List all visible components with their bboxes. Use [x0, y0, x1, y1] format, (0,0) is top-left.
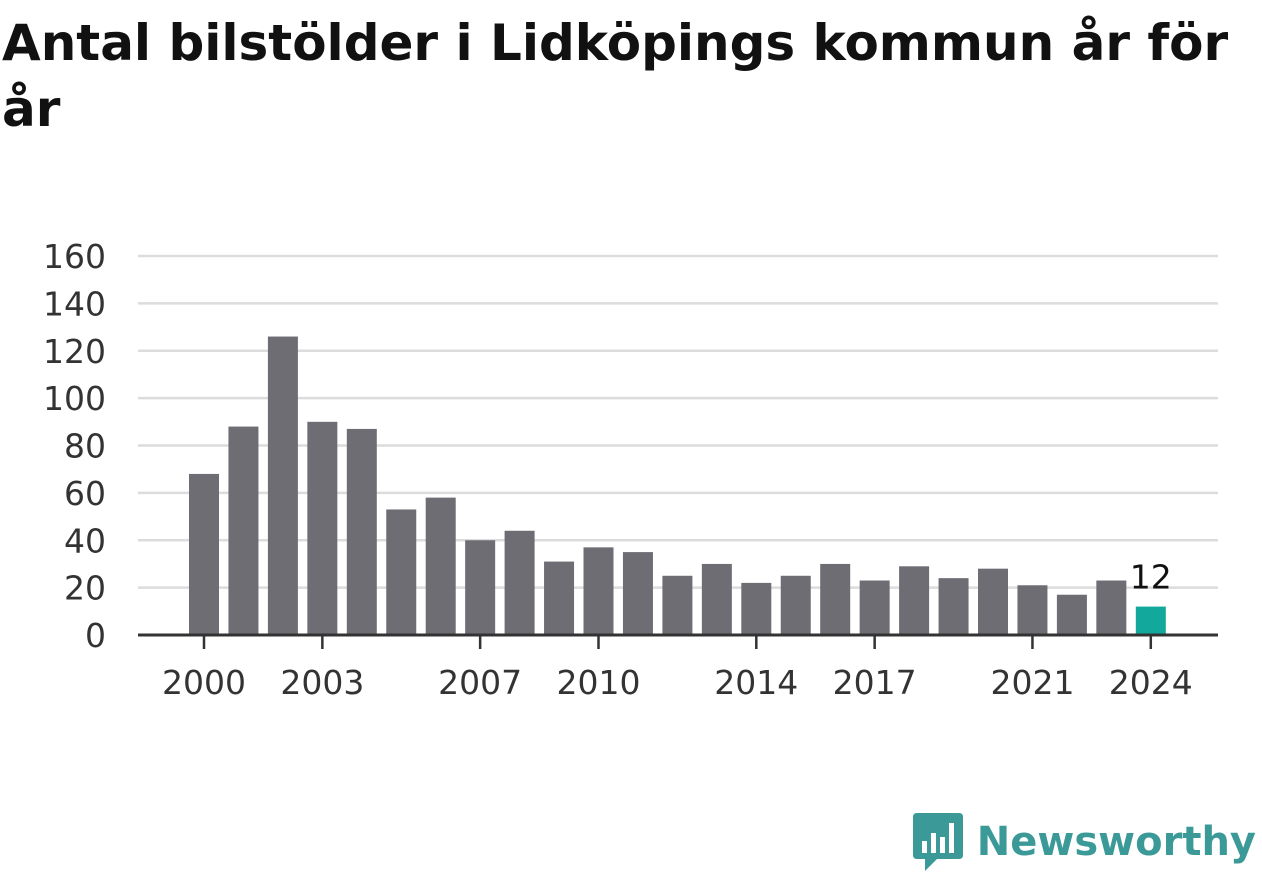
brand-name: Newsworthy	[976, 819, 1256, 865]
x-axis-ticks: 2000 2003 2007 2010 2014 2017 2021 2024	[162, 635, 1193, 702]
bar-2015	[780, 575, 811, 635]
y-tick-label: 80	[64, 427, 106, 466]
y-tick-label: 160	[43, 237, 106, 276]
x-tick-label: 2010	[557, 663, 641, 702]
x-tick-label: 2000	[162, 663, 246, 702]
bar-2010	[583, 547, 614, 635]
bar-2024	[1135, 606, 1166, 635]
bar-2013	[701, 563, 732, 635]
x-tick-label: 2007	[438, 663, 522, 702]
x-tick-label: 2021	[990, 663, 1074, 702]
bar-2004	[346, 428, 377, 635]
gridlines	[138, 254, 1218, 589]
bar-2006	[425, 497, 456, 635]
bar-2022	[1056, 594, 1087, 635]
y-tick-label: 0	[85, 616, 106, 655]
data-labels: 12	[1130, 558, 1172, 597]
bar-2020	[978, 568, 1008, 635]
bar-2001	[228, 426, 259, 635]
bar-2012	[662, 575, 693, 635]
y-tick-label: 60	[64, 474, 106, 513]
data-label-2024: 12	[1130, 558, 1172, 597]
x-tick-label: 2017	[833, 663, 917, 702]
bar-2018	[899, 566, 930, 635]
x-tick-label: 2003	[280, 663, 364, 702]
y-tick-label: 20	[64, 569, 106, 608]
y-tick-label: 100	[43, 379, 106, 418]
bar-2017	[859, 580, 890, 635]
newsworthy-logo[interactable]: Newsworthy	[912, 813, 1256, 871]
bar-2016	[820, 563, 851, 635]
bar-2021	[1017, 585, 1048, 635]
y-axis-ticks: 0 20 40 60 80 100 120 140 160	[43, 237, 106, 655]
bar-2009	[544, 561, 575, 635]
bar-2002	[267, 336, 298, 635]
bars	[189, 336, 1166, 635]
y-tick-label: 120	[43, 332, 106, 371]
bar-2014	[741, 582, 772, 635]
x-tick-label: 2024	[1109, 663, 1193, 702]
bar-2011	[622, 552, 653, 635]
newsworthy-logo-icon	[912, 813, 963, 871]
bar-2003	[307, 421, 338, 635]
bar-2005	[386, 509, 417, 635]
bar-2007	[465, 540, 496, 635]
x-tick-label: 2014	[714, 663, 798, 702]
y-tick-label: 140	[43, 284, 106, 323]
bar-2000	[189, 473, 219, 635]
y-tick-label: 40	[64, 521, 106, 560]
bar-2019	[938, 578, 969, 635]
chart-title: Antal bilstölder i Lidköpings kommun år …	[2, 14, 1229, 138]
bar-2008	[504, 530, 535, 635]
bar-2023	[1096, 580, 1127, 635]
